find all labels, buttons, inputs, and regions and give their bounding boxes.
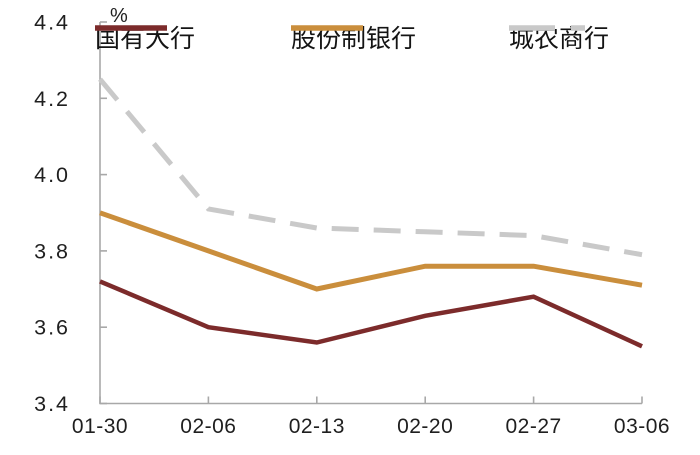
x-tick-label: 02-13 <box>289 415 345 438</box>
legend-item-2: 城农商行 <box>509 24 609 54</box>
x-tick-label: 02-20 <box>397 415 453 438</box>
legend-swatch-2 <box>509 25 585 31</box>
legend-item-0: 国有大行 <box>95 24 195 54</box>
x-tick-label: 02-06 <box>180 415 236 438</box>
y-tick-label: 4.2 <box>34 87 70 111</box>
legend-item-1: 股份制银行 <box>291 24 416 54</box>
y-tick-label: 4.0 <box>34 163 70 187</box>
legend: 国有大行 股份制银行 城农商行 <box>0 0 700 55</box>
y-axis-unit-label: % <box>110 5 128 27</box>
x-tick-label: 03-06 <box>614 415 670 438</box>
y-tick-label: 3.4 <box>34 392 70 416</box>
x-tick-label: 02-27 <box>505 415 561 438</box>
series-line-1 <box>99 210 643 292</box>
series-line-2 <box>98 77 643 258</box>
legend-swatch-1 <box>291 25 363 31</box>
axis-lines <box>99 22 642 405</box>
y-tick-label: 4.4 <box>34 11 70 35</box>
y-tick-label: 3.8 <box>34 239 70 263</box>
legend-swatch-0 <box>95 25 167 31</box>
y-tick-label: 3.6 <box>34 316 70 340</box>
x-tick-label: 01-30 <box>72 415 128 438</box>
series-line-0 <box>99 279 643 349</box>
